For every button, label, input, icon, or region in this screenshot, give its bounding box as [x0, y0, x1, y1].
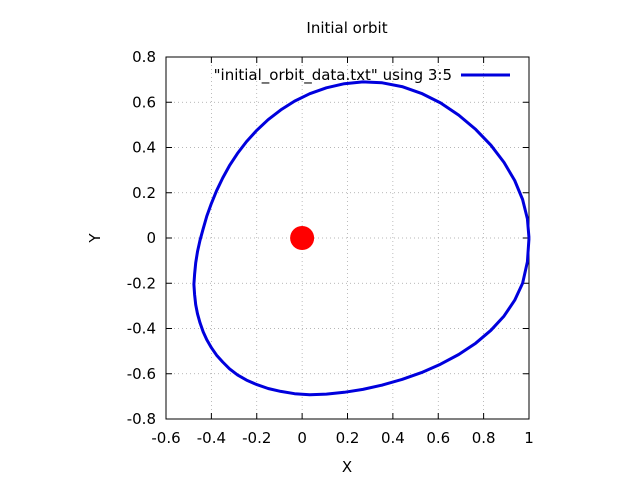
y-tick-label: 0.2 [132, 184, 156, 202]
y-tick-label: -0.8 [127, 410, 156, 428]
y-axis-label: Y [86, 233, 104, 244]
x-tick-label: -0.6 [151, 429, 180, 447]
x-tick-label: 0.2 [336, 429, 360, 447]
y-tick-label: -0.4 [127, 320, 156, 338]
x-axis-label: X [342, 458, 352, 476]
y-tick-label: -0.6 [127, 365, 156, 383]
grid [166, 57, 529, 419]
x-tick-label: 0.8 [472, 429, 496, 447]
orbit-series-line [192, 80, 531, 397]
chart-title: Initial orbit [306, 19, 387, 37]
central-body-marker [290, 226, 315, 250]
y-tick-label: 0.6 [132, 93, 156, 111]
x-tick-label: 1 [524, 429, 534, 447]
x-tick-label: 0.6 [426, 429, 450, 447]
y-tick-label: 0.8 [132, 48, 156, 66]
y-tick-label: 0 [146, 229, 156, 247]
y-tick-label: -0.2 [127, 274, 156, 292]
legend: "initial_orbit_data.txt" using 3:5 [214, 66, 510, 85]
x-tick-label: 0.4 [381, 429, 405, 447]
x-tick-label: -0.4 [197, 429, 226, 447]
series-layer [192, 80, 531, 397]
y-tick-label: 0.4 [132, 139, 156, 157]
axis-ticks: -0.6 -0.4 -0.2 0 0.2 0.4 0.6 0.8 1-0.8-0.6-0.4-0… [127, 48, 534, 447]
x-tick-label: 0 [297, 429, 307, 447]
x-tick-label: -0.2 [242, 429, 271, 447]
legend-label: "initial_orbit_data.txt" using 3:5 [214, 66, 452, 85]
